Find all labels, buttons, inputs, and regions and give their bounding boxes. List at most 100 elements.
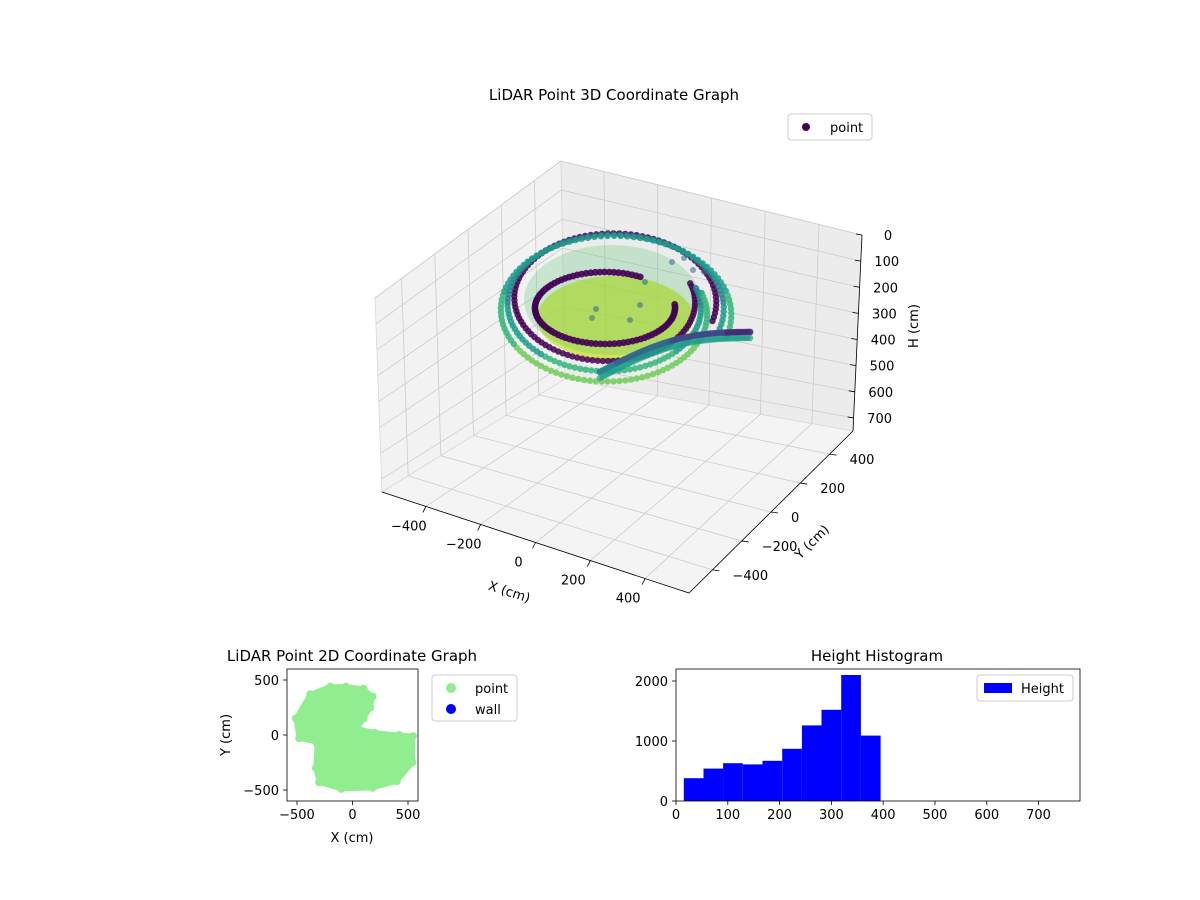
cloud-point	[577, 365, 584, 372]
histogram-legend: Height	[976, 674, 1074, 702]
chart-3d-point-cloud	[497, 230, 754, 385]
cloud-point	[594, 357, 601, 364]
histogram-bar	[683, 778, 704, 801]
cloud-point	[569, 353, 576, 360]
cloud-point	[668, 243, 675, 250]
scatter-point	[341, 682, 350, 691]
histogram-bars	[683, 675, 881, 801]
histogram-title: Height Histogram	[811, 647, 943, 665]
cloud-point	[643, 235, 651, 243]
cloud-outlier-point	[681, 255, 687, 261]
cloud-point	[604, 232, 611, 240]
histogram-bar	[841, 675, 861, 801]
scatter-point	[359, 684, 368, 693]
z-tick-mark	[855, 233, 863, 236]
cloud-point	[584, 356, 591, 363]
histogram-bar	[860, 735, 881, 801]
cloud-point	[674, 245, 681, 252]
x-tick-label: 200	[767, 808, 792, 823]
x-tick-mark	[477, 524, 482, 531]
z-tick-mark	[854, 259, 861, 262]
x-tick-label: 0	[672, 808, 680, 823]
cloud-point	[639, 374, 646, 381]
cloud-point	[552, 369, 560, 376]
chart-2d-point-area	[293, 684, 416, 792]
cloud-point	[636, 273, 644, 281]
cloud-point	[566, 363, 573, 370]
histogram-bar	[762, 760, 783, 801]
grid-line-z	[561, 189, 861, 262]
cloud-point	[604, 357, 612, 365]
chart-2d: LiDAR Point 2D Coordinate Graph −500 0 500…	[219, 647, 518, 846]
chart-2d-legend: point wall	[431, 674, 518, 722]
cloud-inner-wash	[524, 245, 700, 355]
scatter-point	[337, 784, 346, 793]
cloud-point	[589, 357, 596, 364]
y-tick-label: 0	[791, 511, 799, 526]
grid-line-z-side	[374, 160, 562, 299]
scatter-point	[409, 732, 417, 741]
cloud-point	[569, 374, 576, 381]
chart-3d: LiDAR Point 3D Coordinate Graph −400 −200…	[374, 86, 922, 607]
y-tick-mark	[741, 540, 749, 543]
y-tick-mark	[829, 453, 837, 456]
scatter-point	[313, 739, 321, 748]
chart-3d-legend-frame	[787, 113, 873, 141]
y-tick-label: 400	[850, 453, 875, 468]
cloud-point	[548, 244, 556, 251]
z-tick-mark	[851, 338, 858, 340]
scatter-point	[331, 742, 340, 750]
y-tick-label: 200	[820, 482, 845, 497]
cloud-point	[728, 310, 735, 317]
grid-line-z-side	[379, 305, 564, 428]
cloud-point	[727, 305, 735, 312]
scatter-point	[370, 728, 379, 737]
y-tick-label: 1000	[635, 735, 668, 750]
z-tick-mark	[849, 364, 857, 367]
grid-line-x-back	[760, 211, 766, 415]
z-tick-mark	[853, 285, 860, 288]
cloud-point	[543, 246, 550, 254]
x-tick-label: 200	[561, 574, 586, 589]
chart-histogram: Height Histogram 0 100 200 300 400 500 600 7000…	[635, 647, 1081, 823]
grid-line-y	[440, 455, 742, 542]
grid-line-z	[560, 160, 863, 236]
cloud-point	[601, 268, 608, 276]
cloud-point	[709, 317, 716, 325]
grid-line-y-side	[467, 229, 474, 436]
x-tick-mark	[641, 578, 646, 585]
cloud-point	[580, 376, 588, 384]
histogram-legend-label: Height	[1021, 682, 1064, 697]
y-tick-label: −200	[762, 540, 798, 555]
cloud-outlier-point	[690, 267, 696, 273]
scatter-point	[352, 724, 361, 733]
histogram-frame	[675, 668, 1081, 802]
cloud-point	[533, 252, 540, 259]
chart-2d-legend-label-point: point	[475, 682, 508, 697]
histogram-bar	[782, 748, 802, 801]
cloud-outlier-point	[669, 259, 675, 265]
grid-line-z-side	[377, 247, 563, 376]
cloud-point	[627, 376, 635, 383]
histogram-ticks: 0 100 200 300 400 500 600 700 0 1000 2000	[635, 675, 1051, 823]
scatter-point	[306, 690, 315, 699]
x-tick-label: −200	[446, 537, 482, 552]
z-tick-mark	[852, 312, 859, 314]
chart-3d-y-axis-line	[688, 430, 854, 594]
cloud-point	[588, 367, 595, 374]
z-tick-mark	[847, 416, 854, 419]
x-tick-label: 500	[396, 808, 421, 823]
cloud-outlier-point	[642, 279, 648, 285]
histogram-bar	[742, 764, 763, 801]
cloud-point	[582, 366, 589, 373]
cloud-point	[659, 367, 667, 374]
chart-3d-y-axis-label: Y (cm)	[792, 522, 833, 563]
histogram-legend-frame	[976, 674, 1074, 702]
grid-line-z-side	[378, 276, 564, 402]
grid-line-y-side	[534, 180, 540, 396]
grid-line-x-back	[708, 197, 712, 406]
scatter-point	[326, 682, 335, 691]
cloud-point	[656, 239, 663, 246]
z-tick-label: 700	[867, 412, 892, 427]
